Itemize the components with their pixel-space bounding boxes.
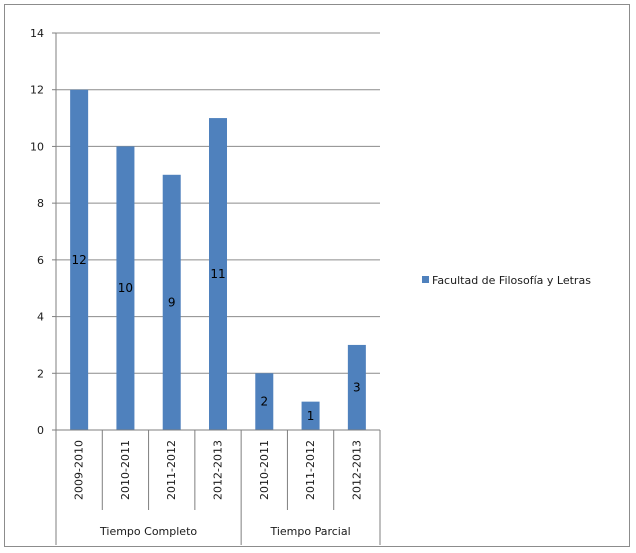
y-tick-label: 14 [30,27,44,40]
y-tick-label: 6 [37,254,44,267]
legend: Facultad de Filosofía y Letras [422,274,591,287]
category-label: 2011-2012 [304,440,317,500]
y-tick-label: 2 [37,367,44,380]
data-label: 1 [307,409,315,423]
data-label: 2 [260,395,268,409]
labels: 0 2 4 6 8 10 12 14 12 10 9 11 2 1 3 2009-2010 2010-2011 2… [30,27,363,538]
group-label: Tiempo Completo [99,525,197,538]
bar [301,401,320,430]
bar [347,344,366,430]
y-tick-label: 10 [30,140,44,153]
bar [162,174,181,430]
bar [255,373,274,430]
axes [52,32,381,545]
data-label: 12 [72,253,87,267]
bar [70,89,89,430]
data-label: 11 [210,267,225,281]
category-label: 2010-2011 [258,440,271,500]
y-tick-label: 12 [30,84,44,97]
legend-swatch [422,276,429,283]
bar [116,146,135,430]
y-tick-label: 4 [37,311,44,324]
legend-label: Facultad de Filosofía y Letras [432,274,591,287]
data-label: 10 [118,281,133,295]
data-label: 9 [168,295,176,309]
data-label: 3 [353,380,361,394]
bars [70,89,366,431]
category-label: 2012-2013 [212,440,225,500]
y-tick-label: 0 [37,424,44,437]
group-label: Tiempo Parcial [269,525,350,538]
category-label: 2009-2010 [73,440,86,500]
y-tick-label: 8 [37,197,44,210]
category-label: 2012-2013 [350,440,363,500]
category-label: 2010-2011 [119,440,132,500]
chart-frame [4,4,630,547]
category-label: 2011-2012 [165,440,178,500]
bar [209,118,227,431]
